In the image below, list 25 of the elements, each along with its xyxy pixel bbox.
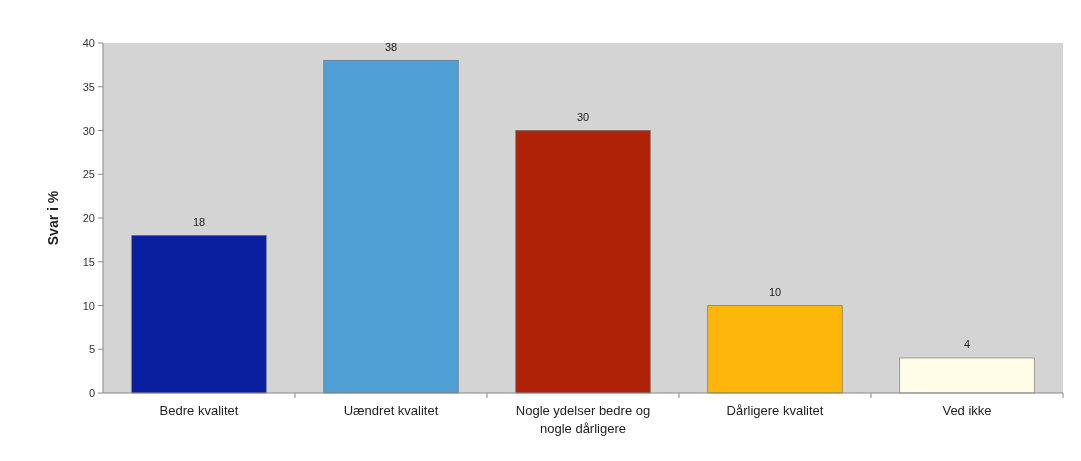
- y-tick-label: 20: [82, 212, 95, 224]
- y-tick-label: 15: [82, 255, 95, 268]
- x-tick-label: Ved ikke: [942, 403, 992, 418]
- x-tick-label: Bedre kvalitet: [159, 403, 239, 418]
- data-label: 38: [384, 40, 398, 53]
- y-tick-label: 5: [88, 343, 95, 356]
- y-tick-label: 30: [82, 124, 95, 137]
- x-tick-label: Uændret kvalitet: [343, 403, 439, 418]
- data-label: 10: [768, 285, 782, 298]
- bar: [515, 130, 651, 394]
- y-axis-title: Svar i %: [45, 190, 61, 246]
- y-tick-label: 40: [82, 37, 95, 49]
- data-label: 30: [576, 110, 590, 123]
- x-tick-label: Dårligere kvalitet: [726, 403, 824, 418]
- bar: [323, 60, 459, 394]
- x-tick-label: Nogle ydelser bedre og nogle dårligere: [515, 403, 651, 436]
- bar: [707, 305, 843, 394]
- y-tick-label: 25: [82, 168, 95, 181]
- bar: [899, 357, 1035, 394]
- bar: [131, 235, 267, 394]
- y-tick-label: 10: [82, 299, 95, 312]
- data-label: 4: [963, 338, 971, 350]
- y-tick-label: 0: [88, 387, 95, 399]
- data-label: 18: [192, 215, 206, 228]
- y-tick-label: 35: [82, 80, 95, 93]
